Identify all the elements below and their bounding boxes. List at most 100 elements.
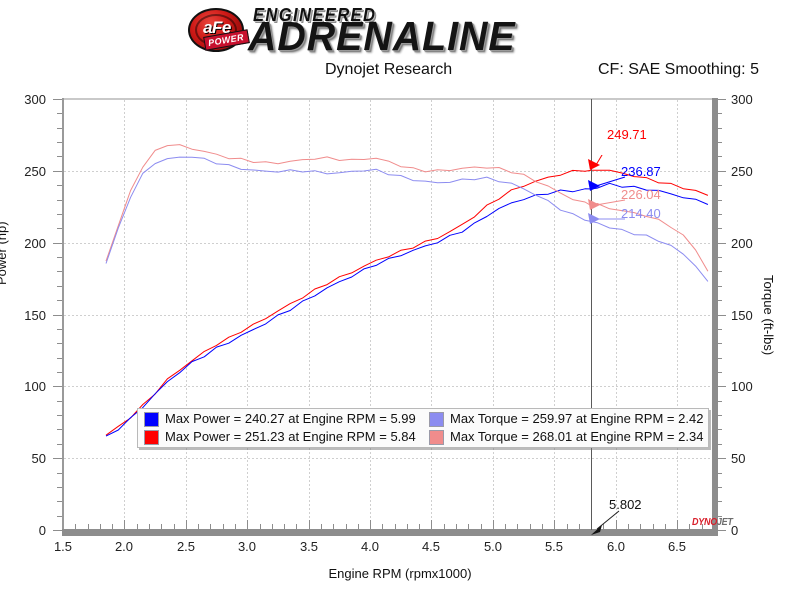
y2-tick-major	[717, 458, 726, 459]
x-tick-minor	[395, 524, 396, 529]
x-tick-minor	[358, 524, 359, 529]
curve-torque-3	[105, 156, 709, 282]
x-tick-minor	[542, 524, 543, 529]
y2-tick-minor	[717, 358, 722, 359]
y2-tick-minor	[717, 487, 722, 488]
y-tick-minor	[57, 429, 62, 430]
readout-label-torque-stock: 214.40	[621, 206, 661, 221]
y-tick-major	[53, 171, 62, 172]
gridline-horizontal	[64, 171, 712, 172]
y2-tick-label: 200	[731, 236, 753, 251]
axis-top-line	[62, 98, 717, 100]
y2-tick-minor	[717, 156, 722, 157]
x-tick-minor	[346, 524, 347, 529]
x-tick-major	[124, 520, 125, 529]
cursor-rpm-label: 5.802	[609, 497, 642, 512]
x-tick-minor	[653, 524, 654, 529]
y-tick-minor	[57, 372, 62, 373]
legend-column-power: Max Power = 240.27 at Engine RPM = 5.99 …	[138, 409, 423, 447]
y2-tick-label: 300	[731, 92, 753, 107]
x-tick-minor	[100, 524, 101, 529]
x-tick-label: 5.0	[483, 539, 503, 554]
y-tick-minor	[57, 444, 62, 445]
y-tick-minor	[57, 185, 62, 186]
y2-tick-minor	[717, 200, 722, 201]
y2-tick-minor	[717, 128, 722, 129]
curve-torque-2	[105, 144, 709, 272]
legend-item-torque-stock[interactable]: Max Torque = 259.97 at Engine RPM = 2.42	[427, 410, 708, 428]
y2-tick-label: 50	[731, 451, 746, 466]
x-tick-minor	[677, 524, 678, 529]
axis-bottom-line	[62, 529, 717, 536]
y2-tick-minor	[717, 271, 722, 272]
tagline-adrenaline: ADRENALINE	[248, 13, 516, 59]
y-tick-minor	[57, 200, 62, 201]
dynojet-watermark: DYNOJET	[692, 517, 733, 528]
x-tick-minor	[640, 524, 641, 529]
y2-tick-minor	[717, 473, 722, 474]
y-tick-label: 0	[38, 523, 46, 538]
legend-swatch-power-stock	[144, 411, 159, 427]
x-tick-minor	[444, 524, 445, 529]
y-axis-title: Power (hp)	[0, 221, 9, 285]
y2-tick-minor	[717, 401, 722, 402]
x-tick-minor	[223, 524, 224, 529]
y-tick-label: 50	[31, 451, 46, 466]
x-tick-major	[247, 520, 248, 529]
x-tick-minor	[161, 524, 162, 529]
afe-power-logo-icon: aFe POWER	[188, 8, 254, 52]
y-tick-major	[53, 530, 62, 531]
cursor-line[interactable]	[591, 99, 592, 530]
x-tick-minor	[75, 524, 76, 529]
y-tick-minor	[57, 487, 62, 488]
y2-axis-title: Torque (ft-lbs)	[761, 275, 776, 356]
x-tick-minor	[137, 524, 138, 529]
x-axis-title: Engine RPM (rpmx1000)	[328, 566, 472, 581]
dynojet-watermark-part2: JET	[716, 517, 733, 528]
x-tick-minor	[456, 524, 457, 529]
x-tick-label: 3.0	[237, 539, 257, 554]
x-tick-minor	[333, 524, 334, 529]
chart-subtitle: Dynojet Research	[325, 61, 453, 78]
legend-item-power-mod[interactable]: Max Power = 251.23 at Engine RPM = 5.84	[142, 428, 423, 446]
x-tick-minor	[235, 524, 236, 529]
legend-item-torque-mod[interactable]: Max Torque = 268.01 at Engine RPM = 2.34	[427, 428, 708, 446]
y2-tick-label: 100	[731, 379, 753, 394]
brand-header: aFe POWER ENGINEERED ADRENALINE	[0, 2, 800, 59]
y2-tick-minor	[717, 516, 722, 517]
x-tick-minor	[579, 524, 580, 529]
x-tick-minor	[419, 524, 420, 529]
y-tick-minor	[57, 343, 62, 344]
x-tick-label: 2.5	[176, 539, 196, 554]
legend-box: Max Power = 240.27 at Engine RPM = 5.99 …	[137, 408, 709, 448]
y-tick-minor	[57, 113, 62, 114]
readout-label-torque-mod: 226.04	[621, 187, 661, 202]
afe-logo-text: aFe	[203, 18, 231, 37]
x-tick-minor	[149, 524, 150, 529]
x-tick-label: 6.5	[667, 539, 687, 554]
x-tick-minor	[481, 524, 482, 529]
legend-label-torque-mod: Max Torque = 268.01 at Engine RPM = 2.34	[450, 429, 704, 444]
y-tick-label: 300	[24, 92, 46, 107]
x-tick-minor	[505, 524, 506, 529]
y-tick-major	[53, 315, 62, 316]
y2-tick-minor	[717, 372, 722, 373]
readout-label-power-mod: 249.71	[607, 127, 647, 142]
y-tick-minor	[57, 473, 62, 474]
dynojet-watermark-part1: DYNO	[692, 517, 717, 528]
legend-item-power-stock[interactable]: Max Power = 240.27 at Engine RPM = 5.99	[142, 410, 423, 428]
y-tick-minor	[57, 271, 62, 272]
x-tick-minor	[530, 524, 531, 529]
y-tick-minor	[57, 156, 62, 157]
axis-right-line	[712, 98, 718, 536]
x-tick-minor	[468, 524, 469, 529]
y2-tick-minor	[717, 228, 722, 229]
y-tick-label: 150	[24, 308, 46, 323]
y-tick-major	[53, 458, 62, 459]
x-tick-minor	[321, 524, 322, 529]
x-tick-minor	[210, 524, 211, 529]
y2-tick-minor	[717, 444, 722, 445]
gridline-horizontal	[64, 458, 712, 459]
x-tick-label: 5.5	[544, 539, 564, 554]
